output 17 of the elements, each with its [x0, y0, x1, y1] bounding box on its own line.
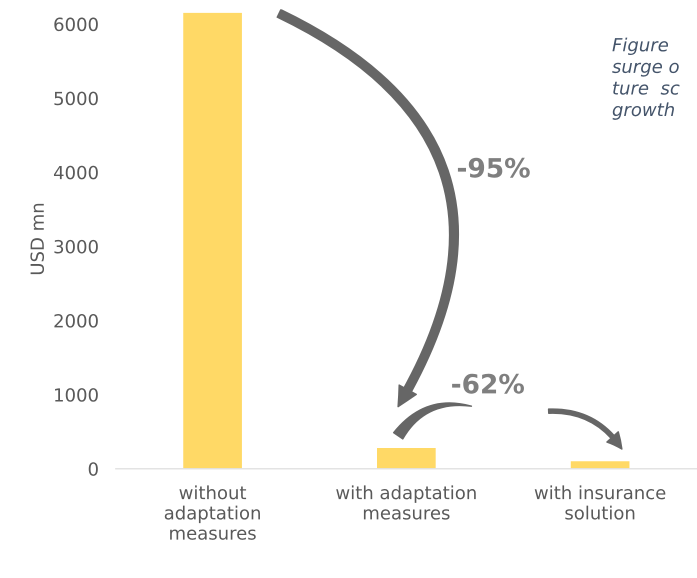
y-tick-label: 0 — [88, 462, 98, 476]
bar — [569, 460, 631, 469]
x-tick-label: with insurance solution — [534, 485, 666, 520]
y-tick-label: 3000 — [54, 240, 98, 254]
y-tick-label: 2000 — [54, 314, 98, 328]
y-tick-label: 4000 — [54, 166, 98, 180]
bar — [376, 446, 438, 469]
annotation: -62% — [452, 374, 524, 394]
x-tick-label: without adaptation measures — [164, 485, 260, 540]
y-axis-title: USD mn — [30, 204, 44, 274]
bar — [182, 12, 244, 469]
annotation: -95% — [458, 158, 530, 178]
y-tick-label: 1000 — [55, 388, 98, 402]
annotation: Figure surge o ture sc growth — [612, 38, 680, 120]
y-tick-label: 5000 — [54, 92, 98, 106]
x-tick-label: with adaptation measures — [336, 485, 476, 520]
y-tick-label: 6000 — [54, 18, 98, 32]
